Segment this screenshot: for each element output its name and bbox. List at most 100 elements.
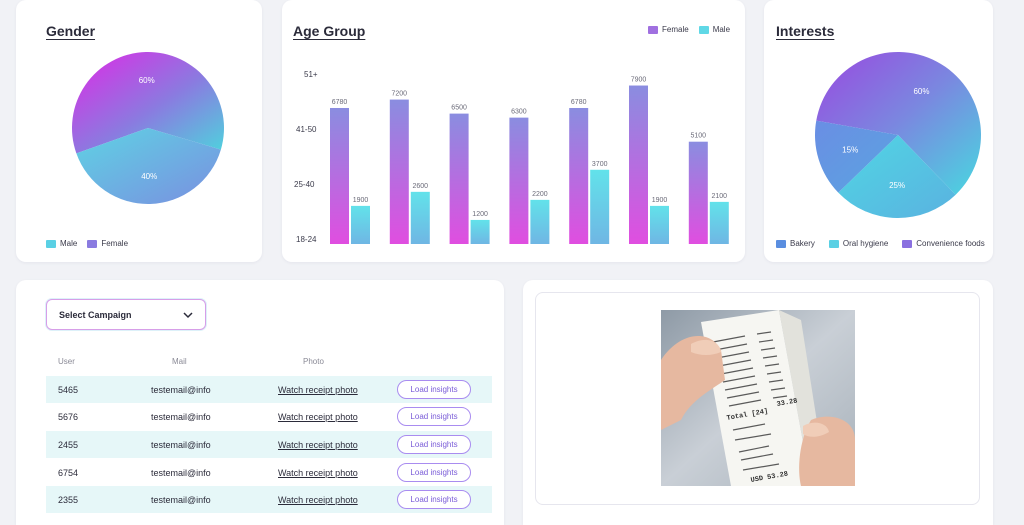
load-insights-button[interactable]: Load insights <box>397 463 471 482</box>
male-bar <box>530 199 550 244</box>
mail: testemail@info <box>151 495 211 505</box>
female-slice <box>72 51 225 154</box>
watch-receipt-photo-link[interactable]: Watch receipt photo <box>278 412 358 422</box>
watch-receipt-photo-link[interactable]: Watch receipt photo <box>278 440 358 450</box>
legend-label-female: Female <box>662 25 689 34</box>
interests-title: Interests <box>776 23 835 39</box>
y-tick-41-50: 41-50 <box>296 125 317 134</box>
load-insights-button[interactable]: Load insights <box>397 407 471 426</box>
table-row: 2455 testemail@info Watch receipt photo … <box>46 431 492 458</box>
mail: testemail@info <box>151 412 211 422</box>
y-tick-18-24: 18-24 <box>296 235 317 244</box>
male-bar-value-label: 2600 <box>413 183 429 190</box>
legend-label-female: Female <box>101 239 129 248</box>
legend-label-convenience-foods: Convenience foods <box>916 239 985 248</box>
male-bar <box>709 201 729 244</box>
load-insights-button[interactable]: Load insights <box>397 435 471 454</box>
receipt-amount-text: 33.28 <box>776 397 798 409</box>
user-id: 2455 <box>58 440 79 450</box>
load-insights-button[interactable]: Load insights <box>397 380 471 399</box>
oral-hygiene-slice-label: 25% <box>889 181 905 190</box>
female-swatch <box>648 25 658 34</box>
watch-receipt-photo-link[interactable]: Watch receipt photo <box>278 385 358 395</box>
female-bar <box>629 85 648 244</box>
campaign-select[interactable]: Select Campaign <box>46 299 206 330</box>
male-bar <box>351 205 370 244</box>
campaign-select-label: Select Campaign <box>59 309 132 320</box>
bakery-slice <box>815 120 898 193</box>
female-bar-value-label: 5100 <box>691 133 707 140</box>
female-bar <box>389 99 409 245</box>
legend-item-female: Female <box>87 239 128 248</box>
user-id: 6754 <box>58 468 79 478</box>
female-bar <box>330 107 349 245</box>
legend-label-oral-hygiene: Oral hygiene <box>842 239 889 248</box>
table-row: 2355 testemail@info Watch receipt photo … <box>46 486 492 513</box>
gender-pie-chart: 60% 40% <box>72 51 225 204</box>
legend-item-convenience-foods: Convenience foods <box>902 239 985 248</box>
table-row: 5465 testemail@info Watch receipt photo … <box>46 376 492 403</box>
female-bar-value-label: 6500 <box>451 105 467 112</box>
legend-item-bakery: Bakery <box>776 239 815 248</box>
watch-receipt-photo-link[interactable]: Watch receipt photo <box>278 495 358 505</box>
load-insights-button[interactable]: Load insights <box>397 490 471 509</box>
age-group-bar-chart: 51+ 41-50 25-40 18-24 6780 7200 6500 6300 67… <box>294 70 729 245</box>
bakery-slice-label: 15% <box>842 146 858 155</box>
convenience-foods-swatch <box>902 239 913 248</box>
convenience-foods-slice <box>816 51 981 195</box>
column-header-user: User <box>58 357 75 366</box>
male-bar <box>590 169 610 244</box>
bakery-swatch <box>776 239 786 248</box>
female-bar-value-label: 6780 <box>571 99 587 106</box>
male-bar-value-label: 2100 <box>712 193 728 200</box>
table-row: 5676 testemail@info Watch receipt photo … <box>46 403 492 430</box>
user-id: 5676 <box>58 412 79 422</box>
y-tick-25-40: 25-40 <box>294 180 315 189</box>
receipt-photo: Total [24] 33.28 USD 53.28 <box>661 310 855 486</box>
column-header-photo: Photo <box>303 357 324 366</box>
female-bar <box>509 117 529 244</box>
male-bar-value-label: 2200 <box>532 191 548 198</box>
legend-label-bakery: Bakery <box>790 239 815 248</box>
male-bar-value-label: 3700 <box>592 161 608 168</box>
chevron-down-icon <box>183 312 193 319</box>
dashboard: Gender 60% 40% Male <box>16 0 1006 525</box>
male-bar <box>410 191 430 244</box>
female-bar-value-label: 6300 <box>511 109 527 116</box>
interests-card: Interests 60% 25% 15% <box>764 0 993 262</box>
male-slice-label: 40% <box>141 172 157 181</box>
user-id: 5465 <box>58 385 79 395</box>
convenience-foods-slice-label: 60% <box>913 87 929 96</box>
watch-receipt-photo-link[interactable]: Watch receipt photo <box>278 468 358 478</box>
female-bar <box>569 107 589 245</box>
user-id: 2355 <box>58 495 79 505</box>
legend-label-male: Male <box>60 239 78 248</box>
mail: testemail@info <box>151 468 211 478</box>
legend-item-male: Male <box>698 25 730 34</box>
female-bar <box>449 113 469 244</box>
male-bar <box>650 205 669 244</box>
age-group-legend: Female Male <box>648 25 730 34</box>
male-bar <box>470 219 490 244</box>
interests-legend: Bakery Oral hygiene Convenience foods <box>776 239 985 248</box>
female-bar-value-label: 7200 <box>392 91 408 98</box>
gender-card: Gender 60% 40% Male <box>16 0 262 262</box>
male-bar-value-label: 1200 <box>472 211 488 218</box>
male-slice <box>76 128 221 204</box>
oral-hygiene-slice <box>838 135 956 218</box>
female-bar <box>688 141 708 244</box>
female-bar-value-label: 7900 <box>631 77 647 84</box>
y-tick-51: 51+ <box>304 70 318 79</box>
legend-item-female: Female <box>648 25 689 34</box>
mail: testemail@info <box>151 385 211 395</box>
age-group-card: Age Group Female Male 5 <box>282 0 745 262</box>
age-group-title: Age Group <box>293 23 366 39</box>
male-bar-value-label: 1900 <box>353 197 369 204</box>
mail: testemail@info <box>151 440 211 450</box>
female-swatch <box>87 239 98 248</box>
gender-legend: Male Female <box>46 239 128 248</box>
gender-title: Gender <box>46 23 96 39</box>
female-bar-value-label: 6780 <box>332 99 348 106</box>
table-row: 6754 testemail@info Watch receipt photo … <box>46 459 492 486</box>
legend-item-male: Male <box>46 239 77 248</box>
